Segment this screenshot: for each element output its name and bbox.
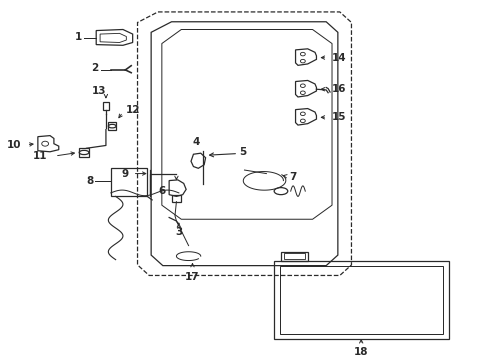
Text: 14: 14 [331,53,346,63]
Bar [171,195,181,202]
Bar [273,261,448,339]
Text: 11: 11 [33,151,47,161]
Text: 9: 9 [122,168,128,179]
Text: 17: 17 [185,272,200,282]
Text: 12: 12 [125,105,140,115]
Bar [79,148,89,157]
Text: 16: 16 [331,84,346,94]
Bar [111,168,147,197]
Text: 2: 2 [91,63,99,73]
Bar [102,102,109,110]
Text: 1: 1 [74,32,81,41]
Text: 7: 7 [288,172,296,182]
Text: 6: 6 [158,186,165,196]
Text: 3: 3 [175,227,182,237]
Text: 4: 4 [192,137,199,147]
Text: 10: 10 [6,140,21,150]
Text: 18: 18 [353,347,367,357]
Bar [279,266,442,334]
Text: 8: 8 [86,176,94,186]
Bar [108,122,116,130]
Bar [284,253,304,259]
Text: 5: 5 [239,148,246,157]
Text: 15: 15 [331,112,346,122]
Text: 13: 13 [91,86,106,96]
